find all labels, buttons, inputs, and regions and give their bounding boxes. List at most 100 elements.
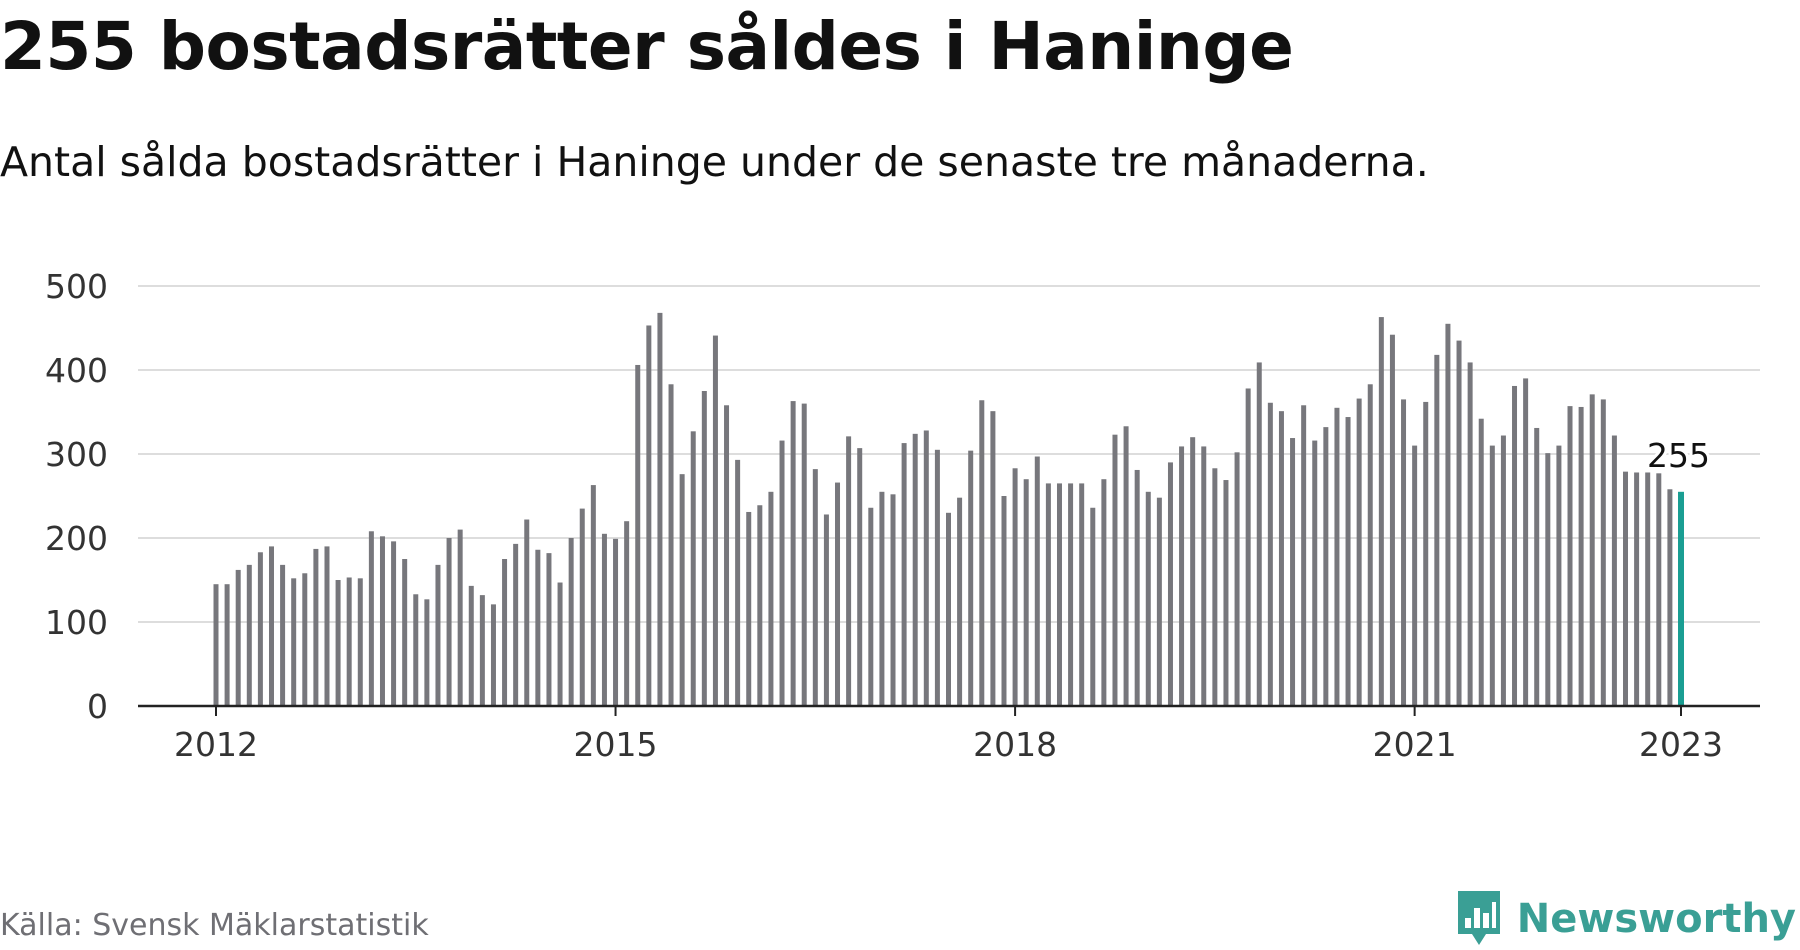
bar [701, 391, 707, 706]
bar [1634, 472, 1640, 706]
bar [1545, 453, 1551, 706]
y-tick-label: 100 [45, 603, 108, 642]
bar [213, 584, 219, 706]
bar [313, 548, 319, 706]
bar [1101, 479, 1107, 706]
bar [657, 312, 663, 706]
bar [946, 512, 951, 706]
bar [513, 543, 519, 706]
bar [257, 552, 263, 706]
chart-subtitle: Antal sålda bostadsrätter i Haninge unde… [0, 138, 1429, 186]
bar [524, 519, 530, 706]
bar [1578, 406, 1584, 706]
brand[interactable]: Newsworthy [1455, 888, 1796, 950]
bar [1012, 468, 1018, 706]
bar [246, 564, 252, 706]
bar [1134, 469, 1140, 706]
bar [635, 364, 641, 706]
bar [1623, 471, 1629, 706]
bar [1323, 427, 1329, 706]
bar [1301, 405, 1307, 706]
newsworthy-logo-icon [1457, 891, 1500, 945]
bar [613, 538, 619, 706]
y-tick-label: 400 [45, 351, 108, 390]
bar [1356, 398, 1362, 706]
bar [846, 436, 852, 706]
bar [779, 440, 785, 706]
bar [379, 536, 385, 706]
bar [1201, 446, 1207, 706]
y-tick-label: 500 [45, 267, 108, 306]
bar [268, 546, 274, 706]
x-tick-label: 2021 [1373, 725, 1457, 764]
bar [1489, 445, 1495, 706]
bar [1267, 402, 1273, 706]
source-note: Källa: Svensk Mäklarstatistik [0, 908, 429, 943]
bar [457, 529, 463, 706]
brand-name: Newsworthy [1516, 896, 1796, 942]
bars [213, 312, 1684, 706]
axes: 0 100 200 300 400 500 2012 2015 2018 2021 2023 255 [45, 267, 1760, 764]
bar [1611, 435, 1617, 706]
bar [1090, 507, 1096, 706]
bar [235, 569, 241, 706]
bar [679, 474, 685, 706]
bar [1600, 399, 1606, 706]
bar [724, 405, 730, 706]
bar [346, 577, 352, 706]
bar [1500, 435, 1506, 706]
bar [812, 469, 818, 706]
bar [357, 578, 363, 706]
bar [535, 549, 541, 706]
bar [435, 564, 441, 706]
bar [735, 459, 741, 706]
x-tick-label: 2015 [574, 725, 658, 764]
bar [601, 533, 607, 706]
bar [1034, 456, 1040, 706]
bar [402, 559, 408, 706]
bar [712, 335, 718, 706]
bar [934, 449, 940, 706]
bar [479, 595, 485, 706]
bar [590, 485, 596, 706]
y-tick-label: 200 [45, 519, 108, 558]
bar [823, 514, 829, 706]
bar [1456, 340, 1462, 706]
bar [446, 538, 452, 706]
bar [1367, 384, 1373, 706]
bar [879, 491, 885, 706]
bar [890, 494, 896, 706]
bar [1334, 407, 1340, 706]
bar [1345, 417, 1351, 706]
bar [990, 411, 996, 706]
bar [1467, 362, 1473, 706]
bar [1145, 491, 1151, 706]
bar [1079, 483, 1085, 706]
bar [835, 482, 841, 706]
bar [1445, 323, 1451, 706]
bar [302, 573, 308, 706]
bar [757, 505, 763, 706]
bar [335, 580, 341, 706]
bar [624, 521, 630, 706]
bar [1190, 437, 1196, 706]
bar [957, 497, 963, 706]
x-tick-label: 2023 [1639, 725, 1723, 764]
bar [468, 585, 474, 706]
bar [1245, 388, 1251, 706]
bar [1112, 434, 1118, 706]
bar [1312, 440, 1318, 706]
bar [1278, 411, 1284, 706]
bar [1001, 496, 1007, 706]
bar [901, 443, 907, 706]
bar [1401, 399, 1407, 706]
bar [1290, 438, 1296, 706]
bar [1512, 385, 1518, 706]
bar [324, 546, 330, 706]
bar [1478, 418, 1484, 706]
bar [391, 541, 397, 706]
y-tick-label: 0 [87, 687, 108, 726]
bar [368, 531, 374, 706]
bar [568, 538, 574, 706]
